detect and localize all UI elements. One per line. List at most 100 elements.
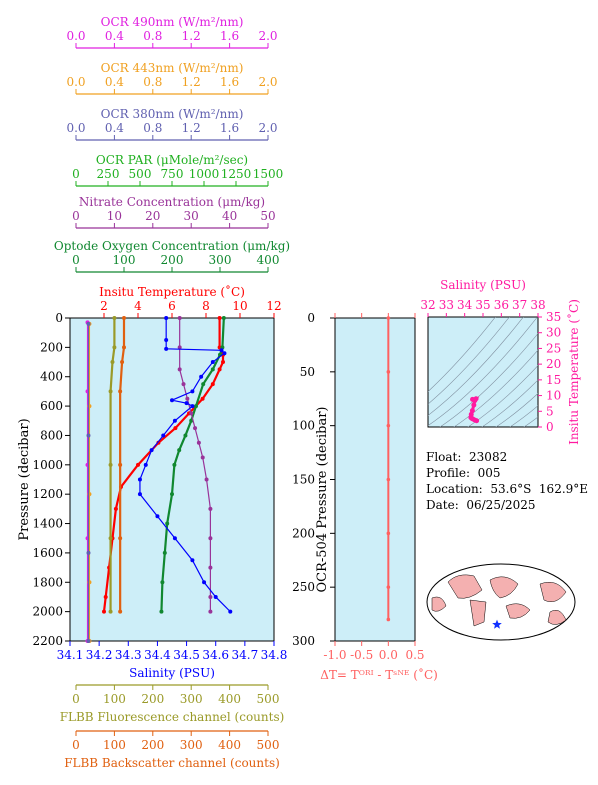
ocr490-tick-label: 1.6 — [220, 29, 239, 43]
par-tick-label: 750 — [161, 167, 184, 181]
par-tick-label: 1500 — [253, 167, 284, 181]
oxygen-point — [160, 580, 165, 585]
map-land — [547, 610, 567, 625]
nitrate-point — [208, 536, 213, 541]
temperature-point — [102, 609, 106, 614]
ts-contour-line — [428, 317, 496, 392]
float-location-star — [492, 619, 502, 629]
fluorescence-point — [112, 316, 117, 320]
delta-t-point — [386, 585, 391, 589]
ocr380-point — [86, 321, 91, 326]
fluorescence-point — [108, 389, 113, 394]
temperature-point — [103, 594, 108, 599]
ocr380-tick-label: 1.6 — [220, 121, 239, 135]
oxygen-tick-label: 0 — [72, 253, 80, 267]
delta-t-xtick-label: -1.0 — [323, 648, 346, 662]
pressure-tick-label: 1800 — [32, 575, 63, 589]
salinity-point — [137, 477, 142, 482]
ts-xtick-label: 32 — [420, 298, 435, 312]
nitrate-tick-label: 40 — [222, 209, 237, 223]
nitrate-point — [193, 426, 198, 431]
float-id: Float: 23082 — [426, 450, 508, 464]
pressure-tick-label: 2000 — [32, 605, 63, 619]
ts-contour-line — [428, 317, 538, 427]
delta-t-ytick-label: 100 — [292, 419, 315, 433]
nitrate-point — [196, 440, 201, 445]
pressure-tick-label: 600 — [40, 399, 63, 413]
nitrate-tick-label: 30 — [184, 209, 199, 223]
delta-t-ytick-label: 250 — [292, 580, 315, 594]
ocr490-tick-label: 0.8 — [143, 29, 162, 43]
ocr443-axis-title: OCR 443nm (W/m²/nm) — [101, 61, 244, 75]
ts-contour-line — [467, 365, 538, 427]
salinity-point — [184, 401, 189, 406]
salinity-point — [190, 389, 195, 394]
backscatter-point — [118, 609, 123, 614]
ts-point — [472, 398, 478, 404]
pressure-tick-label: 0 — [55, 311, 63, 325]
delta-t-xtick-label: 0.5 — [405, 648, 424, 662]
oxygen-point — [201, 382, 206, 387]
delta-t-point — [386, 370, 391, 374]
delta-t-ytick-label: 150 — [292, 473, 315, 487]
ocr443-tick-label: 0.4 — [105, 75, 124, 89]
salinity-point — [222, 351, 227, 356]
pressure-tick-label: 1200 — [32, 487, 63, 501]
nitrate-point — [181, 382, 186, 387]
ts-xtick-label: 33 — [439, 298, 454, 312]
salinity-point — [172, 418, 177, 423]
ts-ytick-label: 0 — [546, 420, 554, 434]
ts-contour-line — [481, 379, 538, 427]
ts-ytick-label: 30 — [546, 326, 561, 340]
temperature-point — [200, 396, 205, 401]
pressure-tick-label: 1400 — [32, 517, 63, 531]
nitrate-point — [185, 396, 190, 401]
ts-xtick-label: 34 — [457, 298, 473, 312]
location-map — [426, 563, 576, 641]
ocr490-axis-title: OCR 490nm (W/m²/nm) — [101, 15, 244, 29]
map-land — [539, 582, 567, 602]
temperature-tick-label: 12 — [266, 299, 281, 313]
salinity-point — [210, 360, 215, 365]
ocr443-tick-label: 1.2 — [182, 75, 201, 89]
temperature-tick-label: 8 — [202, 299, 210, 313]
temperature-point — [217, 316, 222, 320]
par-tick-label: 1000 — [189, 167, 220, 181]
par-tick-label: 250 — [97, 167, 120, 181]
delta-t-ylabel: OCR-504 Pressure (decibar) — [315, 406, 330, 592]
delta-t-point — [386, 423, 391, 428]
salinity-point — [137, 492, 142, 497]
fluorescence-tick-label: 300 — [180, 692, 203, 706]
temperature-point — [210, 382, 215, 387]
ts-point — [469, 408, 475, 414]
date: Date: 06/25/2025 — [426, 498, 536, 512]
ts-contour-line — [509, 405, 538, 427]
fluorescence-axis-title: FLBB Fluorescence channel (counts) — [60, 710, 285, 724]
map-land — [489, 576, 519, 599]
salinity-tick-label: 34.5 — [173, 648, 200, 662]
ts-plot-area — [427, 316, 539, 428]
nitrate-tick-label: 0 — [72, 209, 80, 223]
ocr380-tick-label: 1.2 — [182, 121, 201, 135]
delta-t-plot-area — [334, 317, 416, 642]
temperature-point — [221, 360, 225, 365]
oxygen-tick-label: 400 — [257, 253, 280, 267]
salinity-point — [161, 433, 166, 438]
location: Location: 53.6°S 162.9°E — [426, 482, 589, 496]
backscatter-point — [122, 316, 126, 320]
salinity-axis-title: Salinity (PSU) — [129, 666, 215, 680]
nitrate-point — [208, 506, 213, 511]
ocr380-tick-label: 0.4 — [105, 121, 124, 135]
par-tick-label: 0 — [72, 167, 80, 181]
pressure-tick-label: 800 — [40, 428, 63, 442]
salinity-tick-label: 34.8 — [261, 648, 288, 662]
oxygen-point — [194, 404, 198, 409]
salinity-point — [228, 609, 233, 614]
nitrate-tick-label: 10 — [107, 209, 122, 223]
fluorescence-point — [108, 609, 113, 614]
delta-t-point — [386, 531, 391, 536]
ts-point — [471, 402, 477, 408]
par-tick-label: 500 — [129, 167, 152, 181]
temperature-tick-label: 6 — [168, 299, 176, 313]
